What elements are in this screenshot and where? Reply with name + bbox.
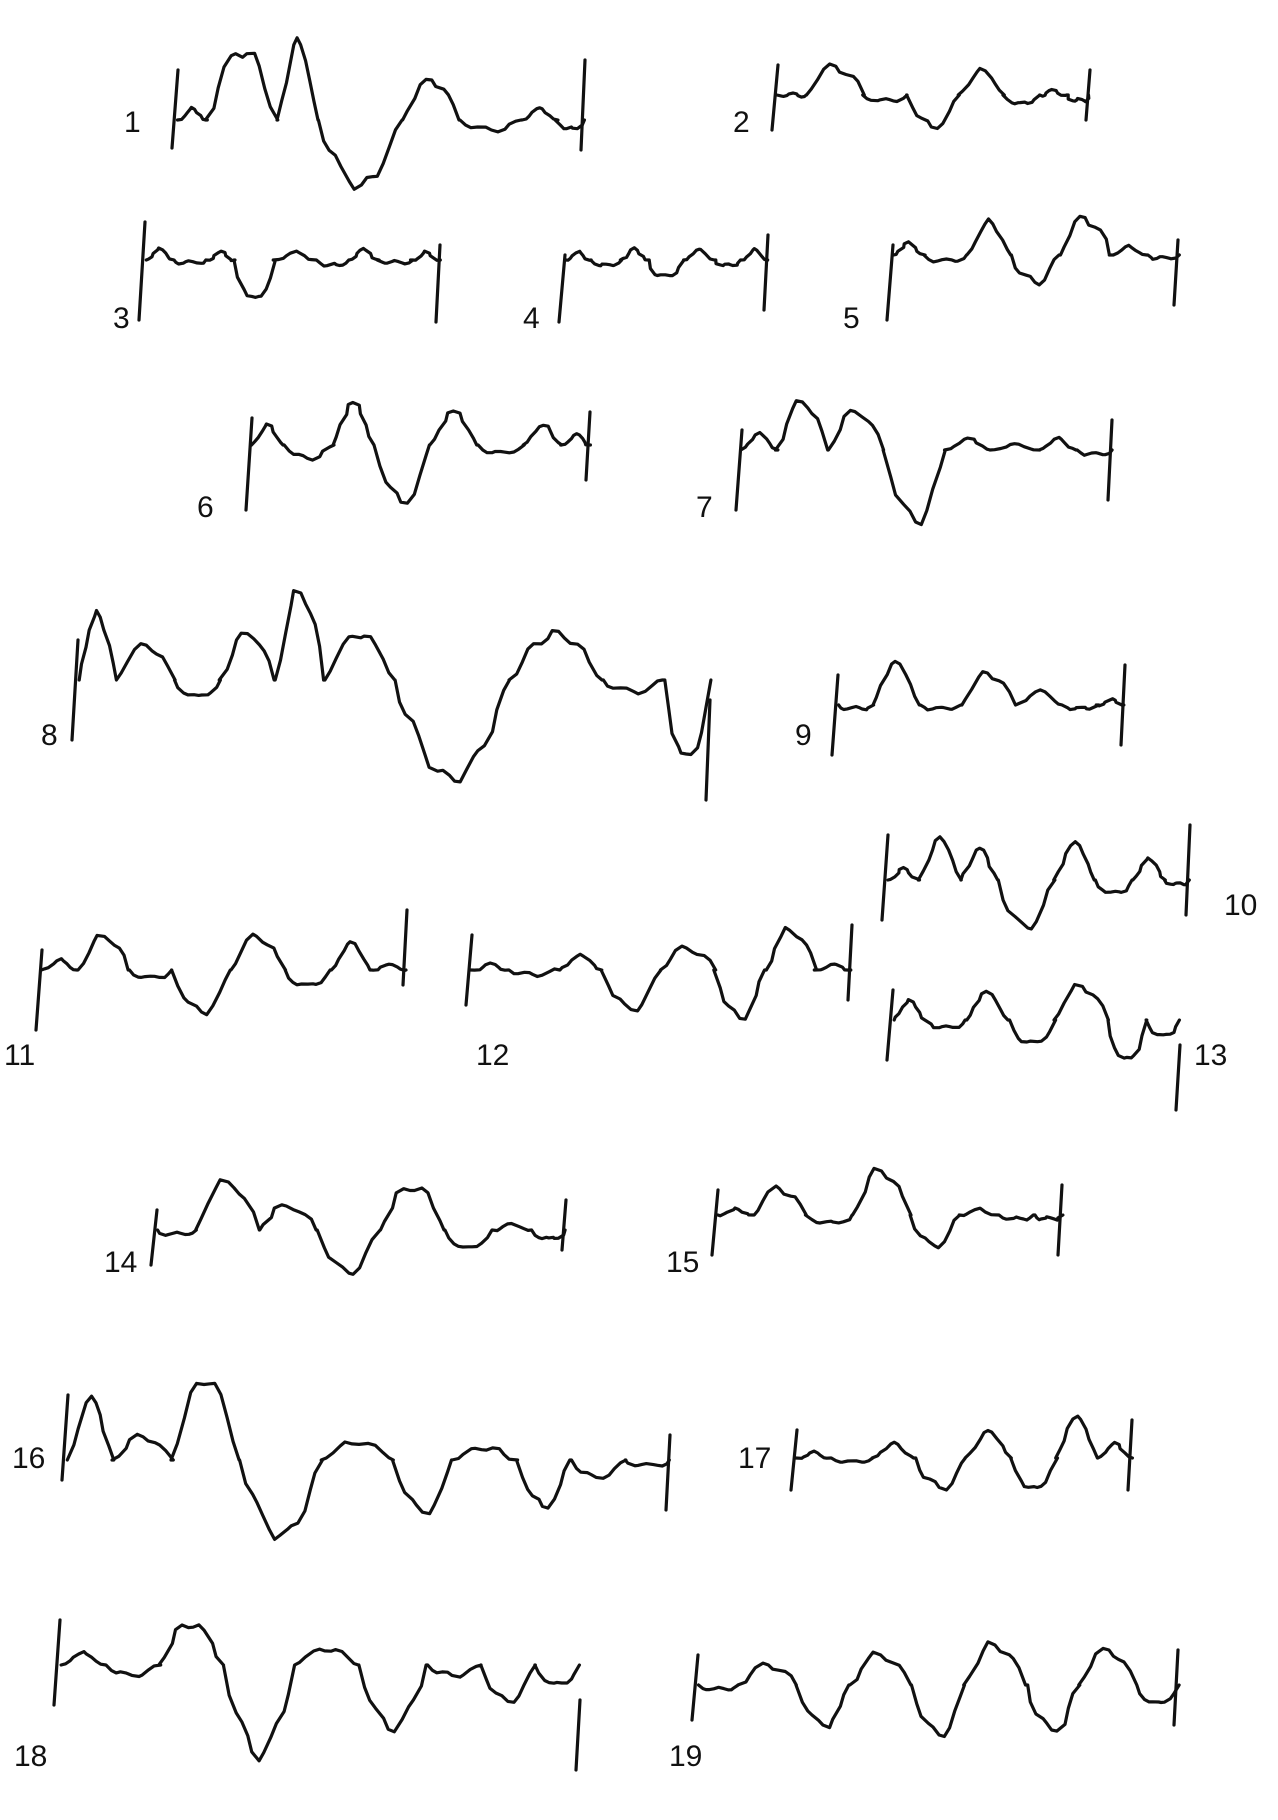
- umbilical-mark-left: [734, 428, 744, 512]
- umbilical-mark-left: [690, 1653, 700, 1722]
- suture-curve: [144, 246, 442, 299]
- suture-line-16: [60, 1381, 672, 1541]
- venter-mark-right: [1126, 1418, 1134, 1492]
- suture-line-2: [770, 62, 1092, 132]
- suture-curve: [886, 835, 1191, 931]
- venter-mark-right: [401, 908, 409, 987]
- umbilical-mark-left: [557, 253, 567, 324]
- suture-line-9: [830, 659, 1127, 757]
- venter-mark-right: [1174, 1043, 1182, 1112]
- umbilical-mark-left: [710, 1188, 720, 1257]
- figure-label-8: 8: [41, 719, 58, 752]
- suture-curve: [739, 399, 1114, 527]
- umbilical-mark-left: [885, 243, 895, 322]
- figure-label-5: 5: [843, 302, 860, 335]
- figure-label-9: 9: [795, 719, 812, 752]
- figure-label-2: 2: [733, 106, 750, 139]
- umbilical-mark-left: [830, 673, 840, 757]
- suture-curve: [891, 214, 1181, 287]
- suture-line-4: [557, 233, 770, 324]
- venter-mark-right: [762, 233, 770, 312]
- suture-curve: [775, 62, 1091, 131]
- umbilical-mark-left: [464, 933, 474, 1007]
- suture-line-12: [464, 923, 854, 1021]
- umbilical-mark-left: [880, 833, 890, 922]
- figure-label-17: 17: [738, 1442, 771, 1475]
- suture-line-19: [690, 1640, 1181, 1739]
- suture-line-7: [734, 399, 1114, 527]
- figure-label-12: 12: [476, 1039, 509, 1072]
- suture-curve: [469, 925, 853, 1021]
- venter-mark-right: [1119, 663, 1127, 747]
- umbilical-mark-left: [34, 948, 44, 1032]
- figure-label-11: 11: [4, 1039, 35, 1072]
- suture-curve: [696, 1640, 1181, 1739]
- suture-line-3: [137, 220, 442, 324]
- umbilical-mark-left: [52, 1618, 62, 1707]
- suture-line-11: [34, 908, 409, 1032]
- venter-mark-right: [584, 410, 592, 482]
- suture-line-10: [880, 823, 1192, 931]
- suture-line-14: [149, 1178, 568, 1276]
- venter-mark-right: [579, 58, 587, 152]
- figure-label-6: 6: [197, 491, 214, 524]
- figure-label-18: 18: [14, 1740, 47, 1773]
- suture-line-18: [52, 1618, 582, 1772]
- suture-curve: [175, 36, 586, 191]
- venter-mark-right: [1084, 68, 1092, 122]
- figure-label-19: 19: [669, 1740, 702, 1773]
- umbilical-mark-left: [885, 988, 895, 1062]
- suture-curve: [249, 400, 592, 505]
- suture-line-6: [244, 400, 592, 512]
- venter-mark-right: [560, 1198, 568, 1252]
- umbilical-mark-left: [789, 1428, 799, 1492]
- venter-mark-right: [1056, 1183, 1064, 1257]
- suture-curve: [156, 1178, 567, 1276]
- figure-label-13: 13: [1194, 1039, 1227, 1072]
- figure-label-7: 7: [696, 491, 713, 524]
- suture-line-15: [710, 1166, 1065, 1257]
- suture-curve: [837, 659, 1126, 712]
- figure-label-1: 1: [124, 106, 141, 139]
- venter-mark-right: [574, 1698, 582, 1772]
- suture-line-8: [70, 589, 713, 802]
- figure-label-15: 15: [666, 1246, 699, 1279]
- suture-drawings: [34, 36, 1192, 1772]
- figure-label-16: 16: [12, 1442, 45, 1475]
- venter-mark-right: [846, 923, 854, 1002]
- suture-line-13: [885, 982, 1182, 1112]
- figure-label-14: 14: [104, 1246, 137, 1279]
- venter-mark-right: [434, 243, 442, 324]
- umbilical-mark-left: [70, 638, 80, 742]
- suture-curve: [892, 982, 1181, 1060]
- umbilical-mark-left: [60, 1393, 70, 1482]
- suture-curve: [564, 246, 770, 278]
- figure-label-4: 4: [523, 302, 540, 335]
- suture-curve: [77, 589, 713, 784]
- venter-mark-right: [1172, 238, 1180, 307]
- venter-mark-right: [1106, 418, 1114, 502]
- suture-curve: [716, 1166, 1065, 1250]
- umbilical-mark-left: [137, 220, 147, 322]
- venter-mark-right: [1172, 1648, 1180, 1727]
- figure-label-10: 10: [1224, 889, 1257, 922]
- umbilical-mark-left: [244, 416, 254, 512]
- suture-line-17: [789, 1414, 1134, 1492]
- suture-curve: [59, 1623, 581, 1763]
- suture-curve: [794, 1414, 1134, 1492]
- suture-curve: [65, 1381, 671, 1541]
- suture-line-5: [885, 214, 1181, 322]
- suture-line-1: [170, 36, 587, 191]
- umbilical-mark-left: [149, 1208, 159, 1267]
- umbilical-mark-left: [170, 68, 180, 150]
- figure-labels: 1 2 3 4 5 6 7 8 9 10 11 12 13 14 15 16 1…: [4, 106, 1257, 1773]
- suture-curve: [39, 932, 408, 1017]
- figure-label-3: 3: [113, 302, 130, 335]
- umbilical-mark-left: [770, 63, 780, 132]
- venter-mark-right: [704, 698, 712, 802]
- venter-mark-right: [664, 1433, 672, 1512]
- venter-mark-right: [1184, 823, 1192, 917]
